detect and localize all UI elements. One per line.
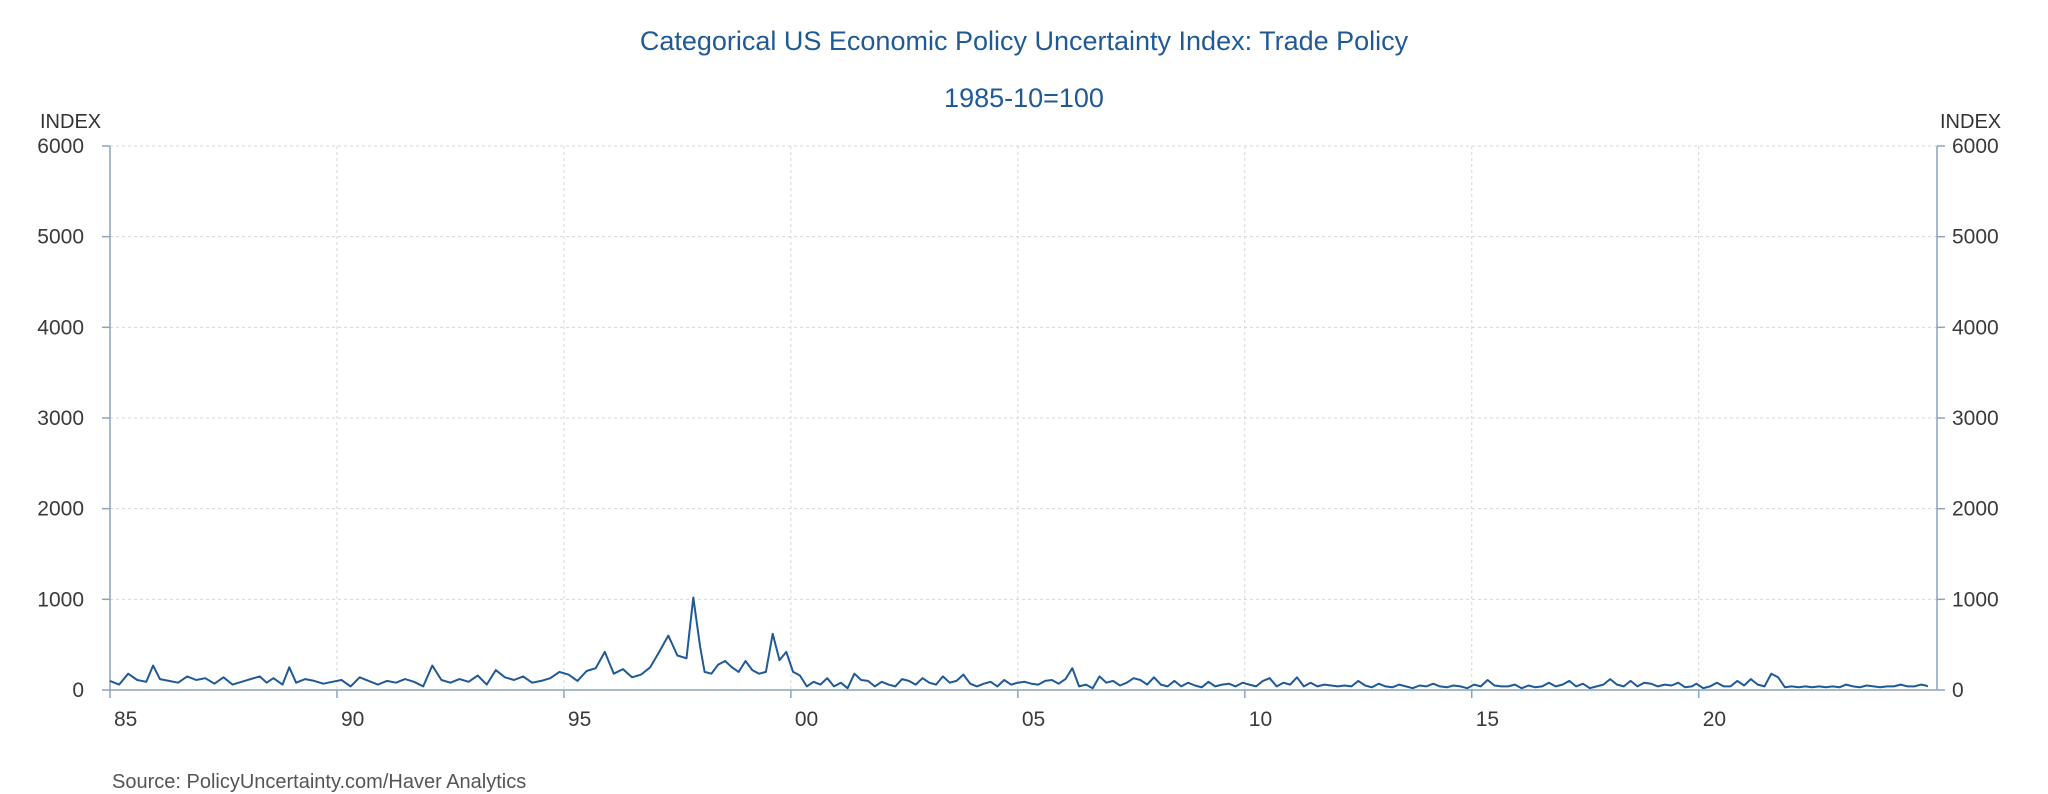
y-tick-label-left: 2000 <box>37 498 84 521</box>
y-axis-label-right: INDEX <box>1940 111 2002 133</box>
y-tick-label-right: 4000 <box>1952 316 1999 339</box>
y-tick-label-left: 6000 <box>37 135 84 158</box>
y-tick-label-right: 0 <box>1952 679 1964 702</box>
y-tick-label-right: 3000 <box>1952 407 1999 430</box>
series-line <box>109 596 1929 690</box>
chart-title: Categorical US Economic Policy Uncertain… <box>639 26 1409 56</box>
y-tick-label-left: 3000 <box>37 407 84 430</box>
x-tick-label: 00 <box>795 708 818 731</box>
y-tick-label-left: 0 <box>72 679 84 702</box>
x-tick-label: 20 <box>1703 708 1726 731</box>
x-tick-label: 05 <box>1022 708 1045 731</box>
y-tick-label-left: 5000 <box>37 226 84 249</box>
chart-subtitle: 1985-10=100 <box>944 83 1104 113</box>
y-axis-label-left: INDEX <box>40 111 102 133</box>
x-tick-label: 90 <box>341 708 364 731</box>
y-tick-label-left: 4000 <box>37 316 84 339</box>
x-tick-label: 85 <box>114 708 137 731</box>
x-tick-label: 10 <box>1249 708 1272 731</box>
x-tick-label: 15 <box>1476 708 1499 731</box>
y-tick-label-right: 1000 <box>1952 588 1999 611</box>
y-tick-label-left: 1000 <box>37 588 84 611</box>
x-tick-label: 95 <box>568 708 591 731</box>
y-tick-label-right: 2000 <box>1952 498 1999 521</box>
source-note: Source: PolicyUncertainty.com/Haver Anal… <box>112 771 527 793</box>
y-tick-label-right: 5000 <box>1952 226 1999 249</box>
y-tick-label-right: 6000 <box>1952 135 1999 158</box>
